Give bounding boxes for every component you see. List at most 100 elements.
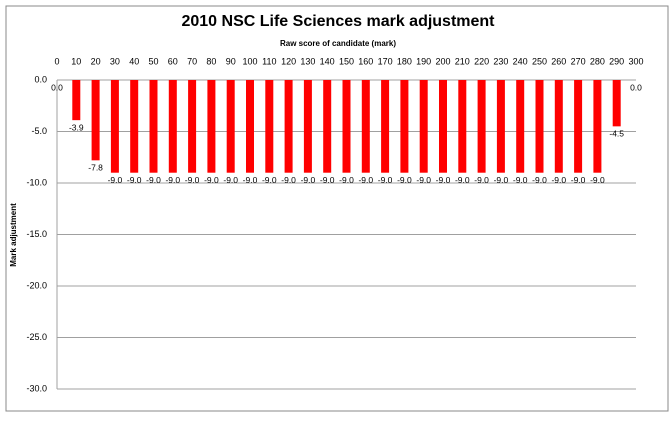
bar [477, 80, 486, 173]
x-tick-label: 50 [148, 56, 158, 66]
bar [381, 80, 390, 173]
data-label: -9.0 [301, 175, 316, 185]
data-label: -9.0 [223, 175, 238, 185]
x-tick-label: 60 [168, 56, 178, 66]
data-label: -9.0 [165, 175, 180, 185]
x-tick-label: 200 [435, 56, 450, 66]
bar [458, 80, 467, 173]
x-tick-label: 250 [532, 56, 547, 66]
data-label: 0.0 [630, 82, 642, 92]
data-label: -9.0 [204, 175, 219, 185]
y-tick-label: -5.0 [31, 126, 47, 136]
y-axis-title: Mark adjustment [9, 203, 18, 267]
data-label: -9.0 [532, 175, 547, 185]
x-tick-label: 40 [129, 56, 139, 66]
bar [342, 80, 351, 173]
bar [303, 80, 312, 173]
data-label: -9.0 [436, 175, 451, 185]
bar [593, 80, 602, 173]
data-label: -9.0 [494, 175, 509, 185]
x-tick-label: 180 [397, 56, 412, 66]
data-label: -9.0 [339, 175, 354, 185]
y-tick-label: -30.0 [26, 383, 47, 393]
x-tick-label: 70 [187, 56, 197, 66]
data-label: -7.8 [88, 163, 103, 173]
data-label: -9.0 [513, 175, 528, 185]
data-label: -9.0 [243, 175, 258, 185]
x-tick-label: 140 [320, 56, 335, 66]
bar [72, 80, 81, 121]
bar [535, 80, 544, 173]
x-tick-label: 30 [110, 56, 120, 66]
data-label: -9.0 [474, 175, 489, 185]
data-label: -9.0 [455, 175, 470, 185]
x-tick-label: 260 [551, 56, 566, 66]
bar [361, 80, 370, 173]
bar [554, 80, 563, 173]
chart-frame [5, 5, 669, 412]
data-label: -9.0 [127, 175, 142, 185]
bar [574, 80, 583, 173]
data-label: -9.0 [108, 175, 123, 185]
data-label: -4.5 [609, 129, 624, 139]
chart-title: 2010 NSC Life Sciences mark adjustment [181, 13, 495, 30]
bar [612, 80, 621, 127]
y-tick-label: -10.0 [26, 177, 47, 187]
data-label: -9.0 [590, 175, 605, 185]
data-label: -9.0 [185, 175, 200, 185]
data-label: -9.0 [416, 175, 431, 185]
x-tick-label: 0 [54, 56, 59, 66]
bar [226, 80, 235, 173]
x-axis-title: Raw score of candidate (mark) [280, 39, 396, 48]
x-tick-label: 150 [339, 56, 354, 66]
data-label: -3.9 [69, 122, 84, 132]
x-tick-label: 190 [416, 56, 431, 66]
x-tick-label: 300 [628, 56, 643, 66]
x-tick-label: 80 [206, 56, 216, 66]
x-tick-label: 20 [91, 56, 101, 66]
x-tick-label: 100 [242, 56, 257, 66]
bar [110, 80, 119, 173]
data-label: 0.0 [51, 82, 63, 92]
y-tick-label: -20.0 [26, 280, 47, 290]
x-tick-label: 220 [474, 56, 489, 66]
x-tick-label: 210 [455, 56, 470, 66]
data-label: -9.0 [397, 175, 412, 185]
bar [284, 80, 293, 173]
data-label: -9.0 [551, 175, 566, 185]
bar [207, 80, 216, 173]
x-tick-label: 10 [71, 56, 81, 66]
data-label: -9.0 [378, 175, 393, 185]
bar [91, 80, 100, 161]
bar [439, 80, 447, 173]
y-tick-label: -15.0 [26, 229, 47, 239]
data-label: -9.0 [281, 175, 296, 185]
x-tick-label: 160 [358, 56, 373, 66]
data-label: -9.0 [571, 175, 586, 185]
bar [516, 80, 525, 173]
y-tick-label: -25.0 [26, 332, 47, 342]
data-label: -9.0 [146, 175, 161, 185]
x-tick-label: 270 [571, 56, 586, 66]
x-tick-label: 90 [226, 56, 236, 66]
bar [419, 80, 428, 173]
bar [130, 80, 139, 173]
bar [265, 80, 274, 173]
bar [323, 80, 332, 173]
x-tick-label: 130 [300, 56, 315, 66]
x-tick-label: 280 [590, 56, 605, 66]
y-tick-label: 0.0 [34, 74, 47, 84]
data-label: -9.0 [320, 175, 335, 185]
data-label: -9.0 [358, 175, 373, 185]
x-tick-label: 170 [378, 56, 393, 66]
bar [246, 80, 254, 173]
x-tick-label: 120 [281, 56, 296, 66]
bar [188, 80, 197, 173]
bar [149, 80, 158, 173]
bar [496, 80, 505, 173]
x-tick-label: 290 [609, 56, 624, 66]
bar [400, 80, 409, 173]
bar [168, 80, 177, 173]
x-tick-label: 110 [262, 56, 276, 66]
